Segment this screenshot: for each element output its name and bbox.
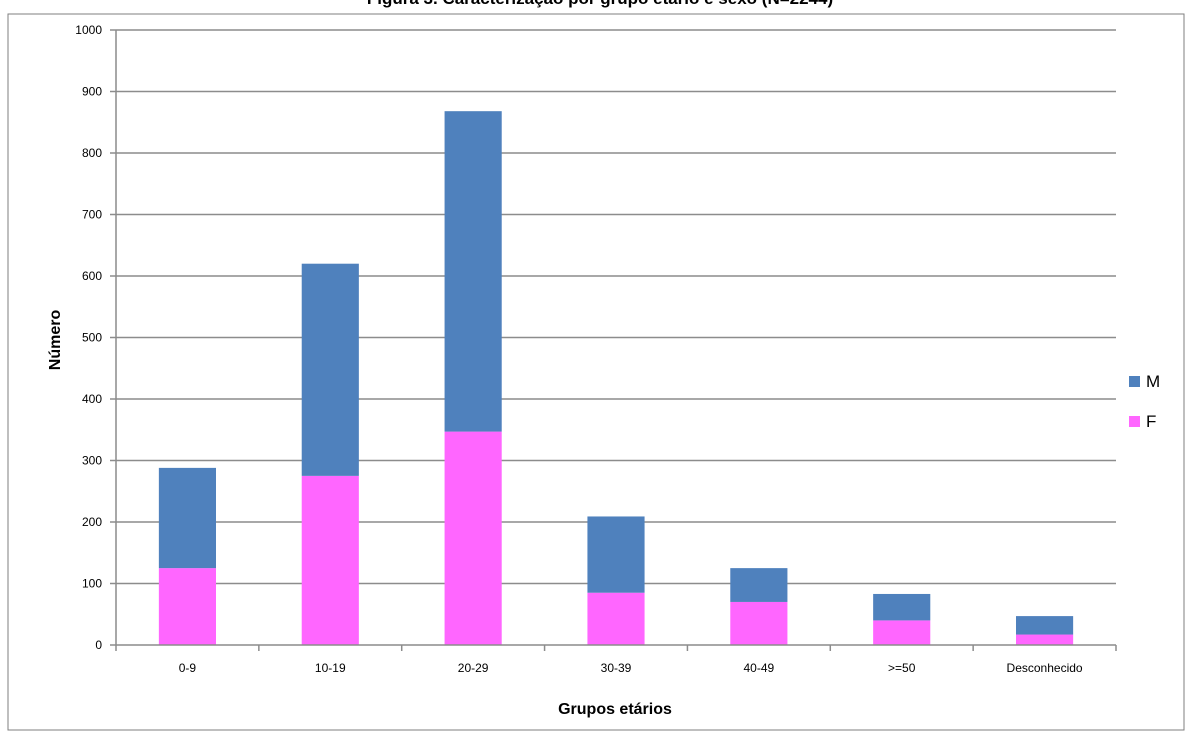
x-tick-label: 20-29 [458,661,489,675]
x-tick-label: Desconhecido [1007,661,1083,675]
x-tick-labels: 0-9 10-19 20-29 30-39 40-49 >=50 Desconhecido [179,661,1083,675]
bar-f-5 [873,620,931,645]
y-tick-label: 800 [82,146,102,160]
y-tick-label: 700 [82,208,102,222]
bar-f-1 [301,475,359,645]
chart-title: Figura 3. Caracterização por grupo etári… [367,0,833,8]
bar-m-5 [873,593,931,621]
bar-m-1 [301,263,359,476]
legend: MF [1129,372,1160,431]
bars [158,111,1074,645]
y-tick-label: 900 [82,85,102,99]
bar-m-0 [158,467,216,569]
bar-m-4 [730,568,788,602]
x-tick-label: 30-39 [601,661,632,675]
axes [110,29,1117,651]
x-tick-label: 10-19 [315,661,346,675]
bar-f-2 [444,431,502,645]
bar-m-3 [587,516,645,593]
bar-f-0 [158,568,216,645]
y-tick-label: 500 [82,331,102,345]
x-tick-label: 0-9 [179,661,197,675]
bar-m-6 [1016,616,1074,635]
legend-label-f: F [1146,412,1156,431]
bar-f-3 [587,592,645,645]
y-tick-label: 600 [82,269,102,283]
legend-swatch-m [1129,376,1140,387]
y-axis-label: Número [47,310,64,371]
y-tick-label: 100 [82,577,102,591]
y-tick-label: 200 [82,515,102,529]
x-tick-label: >=50 [888,661,916,675]
gridlines [116,29,1116,585]
bar-m-2 [444,111,502,432]
x-axis-label: Grupos etários [558,701,672,718]
legend-label-m: M [1146,372,1160,391]
y-tick-label: 1000 [75,23,102,37]
y-tick-label: 300 [82,454,102,468]
y-tick-labels: 0 100 200 300 400 500 600 700 800 900 1000 [75,23,102,652]
bar-f-4 [730,601,788,645]
bar-f-6 [1016,634,1074,645]
legend-swatch-f [1129,416,1140,427]
x-tick-label: 40-49 [744,661,775,675]
y-tick-label: 0 [95,638,102,652]
y-tick-label: 400 [82,392,102,406]
